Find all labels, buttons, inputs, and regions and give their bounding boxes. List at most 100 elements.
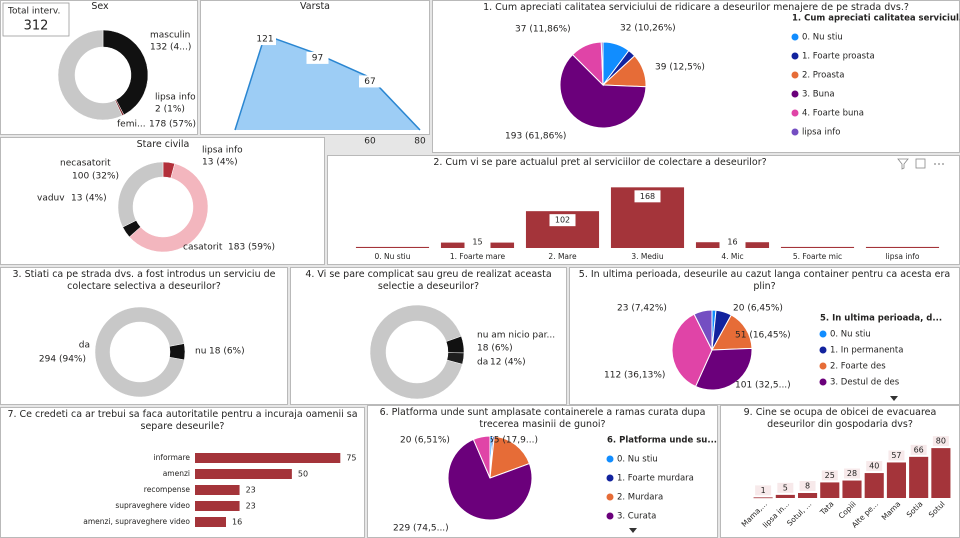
data-label-bg [821,470,838,481]
focus-icon[interactable] [915,158,926,169]
legend-swatch [791,71,799,79]
slice [559,53,647,129]
data-label: 39 (12,5%) [655,63,705,73]
bar [864,473,884,498]
bar [195,469,292,479]
chart-title-box: 3. Stiati ca pe strada dvs. a fost intro… [12,269,276,292]
slice-label: da [477,358,488,368]
bar [865,246,940,248]
visual-header-icons[interactable] [897,158,944,170]
data-label-bg [888,450,905,461]
data-label: 16 [232,518,242,527]
legend-swatch [606,493,614,501]
legend-swatch [791,33,799,41]
more-icon[interactable] [934,163,936,165]
chart-title-box: Stare civila [137,139,190,150]
data-label: 294 (94%) [39,355,86,365]
bar [753,497,773,499]
legend-label: 4. Foarte buna [802,109,864,119]
data-label: 20 (6,51%) [400,436,450,446]
data-label: 229 (74,5...) [393,524,449,534]
data-label-bg [844,468,860,479]
data-label: 23 [246,486,256,495]
chart-title: Varsta [300,1,330,12]
slice-label: masculin [150,31,190,41]
card-value: 312 [24,19,49,34]
legend-label: 2. Proasta [802,71,844,81]
data-label: 15 [472,238,482,247]
legend-swatch [791,109,799,117]
slice [671,313,713,388]
x-tick-label: 60 [364,137,376,147]
x-tick-label: 4. Mic [721,252,743,261]
data-label-bg [634,190,661,203]
chart-title: 3. Stiati ca pe strada dvs. a fost intro… [12,269,276,292]
legend-label: 2. Foarte des [830,362,886,372]
data-label-bg [799,481,816,492]
chart-title: Sex [91,1,109,12]
legend-swatch [606,455,614,463]
data-label: 75 [346,454,356,463]
data-label: 178 (57%) [149,120,196,130]
legend-label: 3. Curata [617,512,656,522]
slice-label: da [79,341,90,351]
chart-title-box: 2. Cum vi se pare actualul pret al servi… [433,157,766,168]
data-label: 102 [555,216,570,225]
more-icon[interactable] [938,163,940,165]
data-label-bg [464,236,491,248]
x-tick-label: lipsa info [886,252,920,261]
data-label: 57 [891,451,901,460]
card-label: Total interv. [7,7,60,17]
legend-scroll-arrow[interactable] [890,396,898,401]
data-label-bg [549,214,576,227]
data-label: 40 [869,462,879,471]
slice-label: necasatorit [60,159,111,169]
visual-panel [569,267,960,405]
data-label: 55 (17,9...) [488,436,538,446]
data-label: 193 (61,86%) [505,132,566,142]
legend-scroll-arrow[interactable] [629,528,637,533]
bar [842,480,862,498]
legend-swatch [819,378,827,386]
data-label: 67 [364,77,375,87]
slice [94,306,185,398]
legend-swatch [791,90,799,98]
data-label: 18 (6%) [477,344,513,354]
x-tick-label: 3. Mediu [631,252,663,261]
y-tick-label: amenzi [163,469,190,478]
data-label: 23 (7,42%) [617,304,667,314]
legend-title: 1. Cum apreciati calitatea serviciul... [792,14,960,24]
legend-label: lipsa info [802,128,840,138]
y-tick-label: supraveghere video [115,501,190,510]
slice [447,438,533,521]
visual-panel [432,0,960,153]
data-label: 16 [727,238,737,247]
data-label: 32 (10,26%) [620,24,676,34]
slice [117,161,164,228]
legend-label: 3. Buna [802,90,835,100]
card-box [2,2,70,37]
data-label: 18 (6%) [209,347,245,357]
legend-label: 0. Nu stiu [830,330,871,340]
slice [169,343,186,361]
data-label: 66 [914,445,924,454]
legend-label: 3. Destul de des [830,378,900,388]
slice-label: femi... [117,120,146,130]
more-icon[interactable] [942,163,944,165]
data-label: 20 (6,45%) [733,304,783,314]
bar [909,456,929,498]
bar [775,494,795,498]
filter-icon[interactable] [897,158,909,170]
data-label: 12 (4%) [490,358,526,368]
data-label: 8 [805,482,810,491]
x-tick-label: 5. Foarte mic [793,252,842,261]
chart-title: 9. Cine se ocupa de obicei de evacuarea … [743,407,937,430]
data-label: 13 (4%) [202,158,238,168]
area [235,35,420,130]
legend-label: 1. Foarte proasta [802,52,875,62]
bar [195,453,341,463]
legend-swatch [819,330,827,338]
